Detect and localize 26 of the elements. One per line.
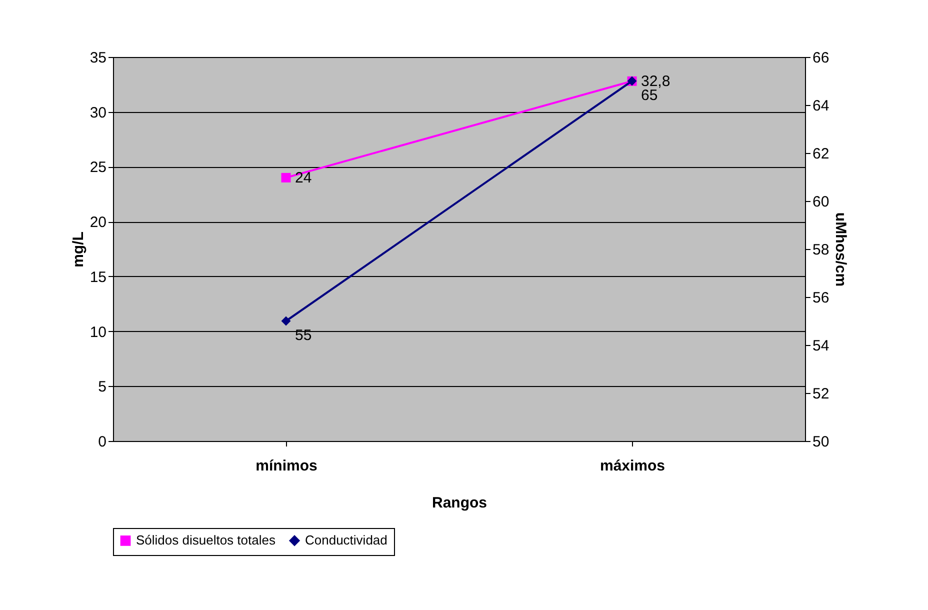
y2-tick-label: 64 [812,98,830,114]
y2-tick-label: 54 [812,338,830,354]
y-tick-label: 5 [98,378,106,396]
y-tick-label: 25 [90,159,106,176]
x-tick-label: máximos [600,458,666,474]
data-label: 55 [295,327,312,344]
y-axis-title: mg/L [70,232,87,268]
y2-tick-label: 56 [812,290,830,306]
data-label: 24 [295,170,312,187]
x-tick-label: mínimos [256,458,318,474]
y-tick-label: 20 [90,214,106,232]
y2-tick-label: 58 [812,242,830,258]
legend-label: Sólidos disueltos totales [136,532,276,548]
y-tick-label: 30 [90,104,106,122]
legend-label: Conductividad [305,532,388,548]
y2-tick-label: 50 [812,434,830,450]
y-tick-label: 0 [98,434,106,450]
y2-tick-label: 60 [812,194,830,210]
y-tick-label: 10 [90,324,106,341]
y-tick-label: 35 [90,50,106,66]
y2-tick-label: 52 [812,386,830,402]
y2-axis-title: uMhos/cm [832,212,850,287]
y2-tick-label: 62 [812,146,830,162]
y2-tick-label: 66 [812,50,830,66]
x-axis-title: Rangos [432,494,488,512]
y-tick-label: 15 [90,268,106,286]
